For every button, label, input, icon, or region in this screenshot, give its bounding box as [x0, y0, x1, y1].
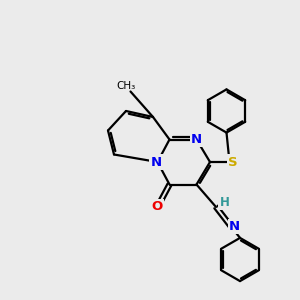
- Text: CH₃: CH₃: [116, 81, 136, 91]
- Text: N: N: [150, 155, 162, 169]
- Text: H: H: [220, 196, 229, 209]
- Text: O: O: [152, 200, 163, 214]
- Text: N: N: [229, 220, 240, 233]
- Text: N: N: [191, 133, 202, 146]
- Text: S: S: [228, 155, 238, 169]
